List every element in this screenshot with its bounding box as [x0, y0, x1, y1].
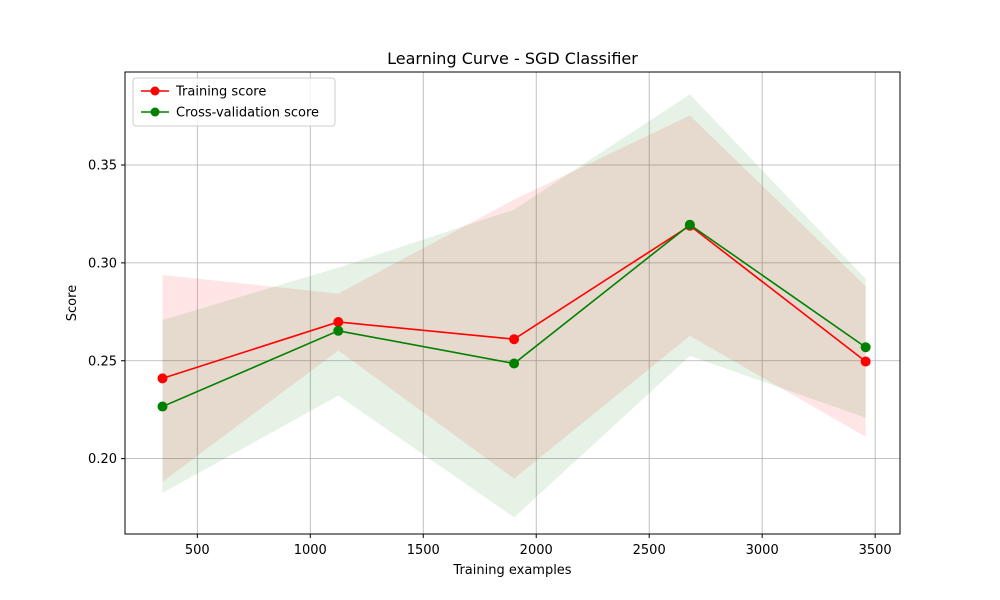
data-point-training [157, 373, 168, 384]
legend-marker-training [150, 86, 160, 96]
x-tick-label: 2500 [633, 543, 666, 558]
x-axis-label: Training examples [452, 563, 571, 578]
confidence-band-cross-validation [162, 94, 866, 518]
data-point-cross-validation [333, 325, 344, 336]
data-point-training [509, 334, 520, 345]
x-tick-label: 2000 [520, 543, 553, 558]
chart-title: Learning Curve - SGD Classifier [387, 49, 638, 68]
data-point-cross-validation [509, 358, 520, 369]
y-tick-label: 0.25 [88, 354, 117, 369]
confidence-bands [162, 94, 866, 518]
x-tick-label: 500 [185, 543, 210, 558]
y-tick-label: 0.20 [88, 452, 117, 467]
legend-label-cross-validation: Cross-validation score [176, 106, 319, 121]
data-point-cross-validation [157, 401, 168, 412]
x-tick-label: 3000 [746, 543, 779, 558]
legend: Training score Cross-validation score [132, 77, 336, 127]
x-tick-label: 1000 [294, 543, 327, 558]
legend-label-training: Training score [175, 85, 266, 100]
x-tick-label: 1500 [407, 543, 440, 558]
legend-box [132, 77, 336, 127]
y-axis-label: Score [65, 285, 80, 321]
data-point-cross-validation [860, 342, 871, 353]
confidence-band-training [162, 115, 866, 482]
x-tick-label: 3500 [859, 543, 892, 558]
y-tick-label: 0.35 [88, 158, 117, 173]
axis-ticks: 500 1000 1500 2000 2500 3000 3500 0.20 0.25 0.30 0… [88, 158, 892, 558]
y-tick-label: 0.30 [88, 256, 117, 271]
data-point-training [333, 316, 344, 327]
data-point-cross-validation [684, 219, 695, 230]
data-point-training [860, 356, 871, 367]
plot-frame [124, 71, 901, 535]
legend-marker-cross-validation [150, 107, 160, 117]
series-lines [157, 219, 871, 412]
